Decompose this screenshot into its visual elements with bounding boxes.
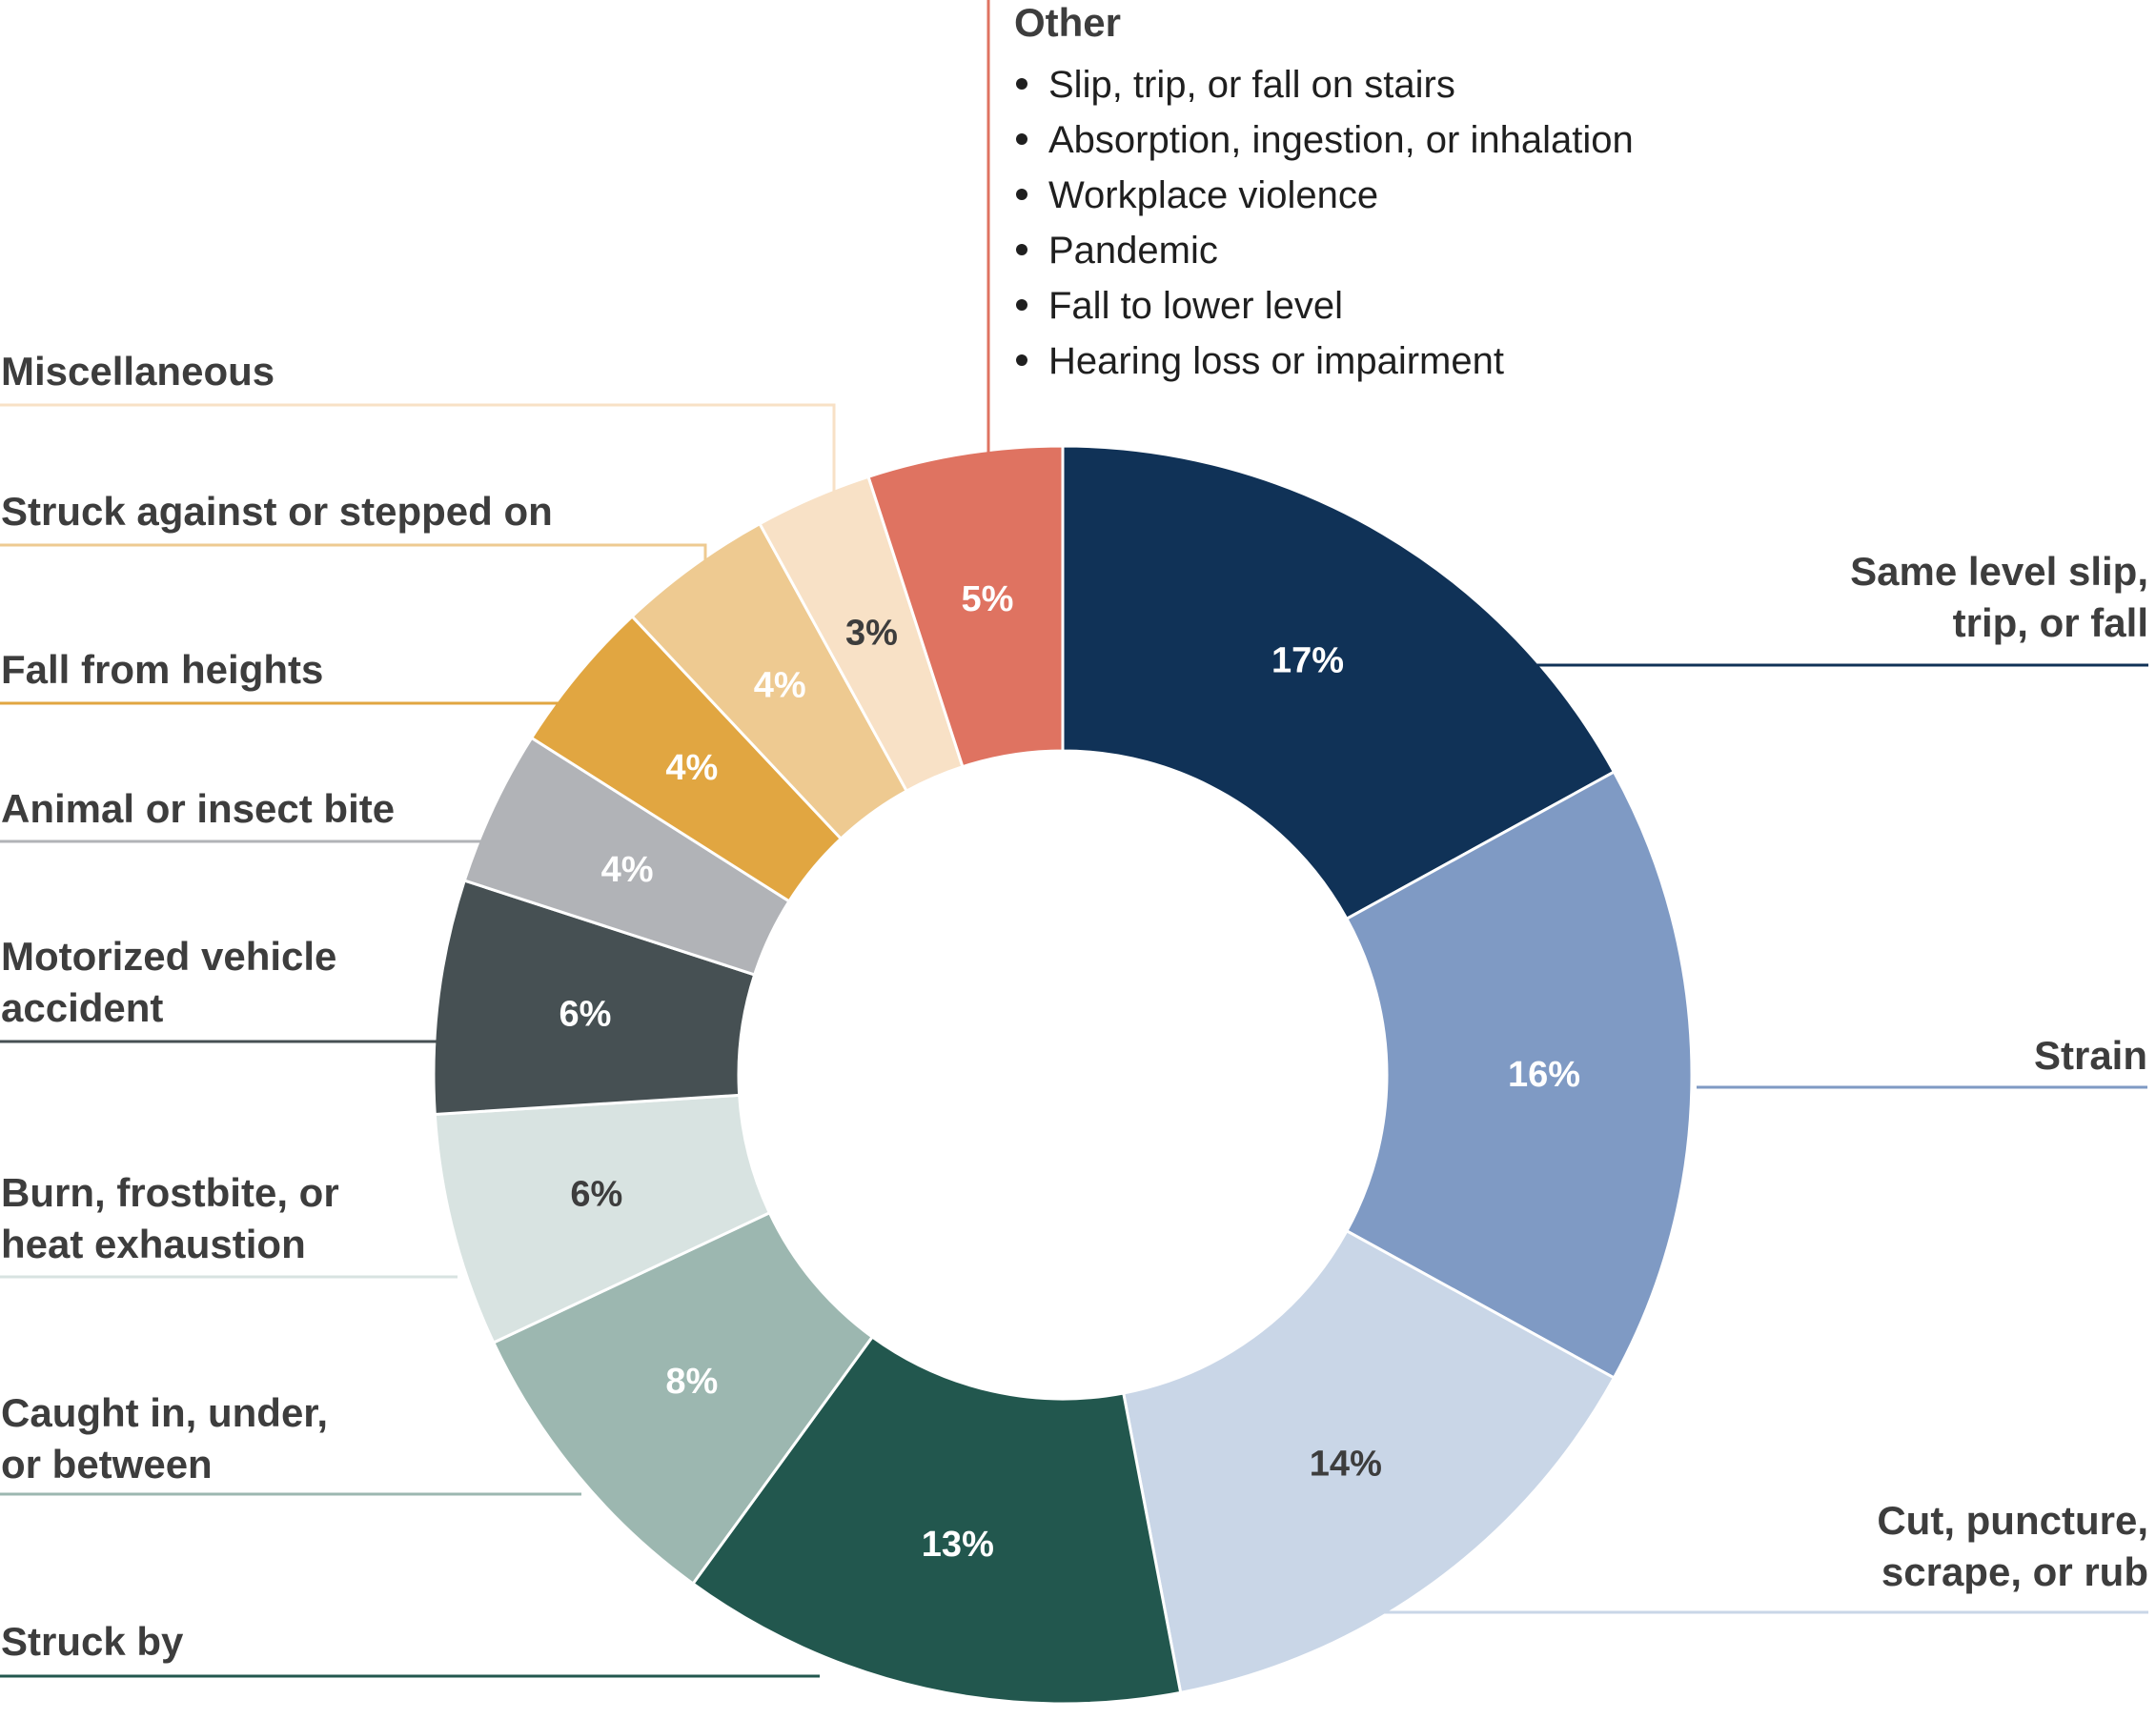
other-item-absorption-ingestion-or-inhalation: Absorption, ingestion, or inhalation [1048,119,1634,161]
leader-struck-against-or-stepped-on [0,543,707,579]
slice-strain [1344,770,1694,1380]
bullet-icon [1016,299,1027,311]
label-other: Other [1014,0,1121,45]
pct-label-same-level-slip-trip-or-fall: 17% [1271,640,1344,680]
label-motorized-vehicle-accident: Motorized vehicle accident [1,934,336,1030]
slice-struck-by [690,1334,1183,1706]
category-labels: Same level slip, trip, or fall Strain Cut, … [1,0,2148,1664]
pct-label-burn-frostbite-or-heat-exhaustion: 6% [570,1175,622,1215]
slice-cut-puncture-scrape-or-rub [1121,1228,1617,1695]
pct-label-fall-from-heights: 4% [665,748,718,788]
bullet-icon [1016,133,1027,145]
leader-miscellaneous [0,403,836,499]
pct-label-other: 5% [962,579,1014,619]
label-animal-or-insect-bite: Animal or insect bite [1,786,395,831]
pct-label-struck-against-or-stepped-on: 4% [754,665,806,705]
pct-label-animal-or-insect-bite: 4% [601,850,654,890]
pct-label-cut-puncture-scrape-or-rub: 14% [1310,1445,1382,1485]
percent-labels: 17% 16% 14% 13% 8% 6% 6% 4% 4% 4% 3% 5% [559,579,1581,1565]
label-caught-in-under-or-between: Caught in, under, or between [1,1390,328,1486]
other-item-fall-to-lower-level: Fall to lower level [1048,285,1343,327]
pct-label-strain: 16% [1508,1055,1580,1095]
bullet-icon [1016,244,1027,255]
label-burn-frostbite-or-heat-exhaustion: Burn, frostbite, or heat exhaustion [1,1170,339,1266]
label-same-level-slip-trip-or-fall: Same level slip, trip, or fall [1850,549,2148,645]
slice-same-level-slip-trip-or-fall [1061,444,1617,921]
donut-slices [432,444,1694,1706]
leader-lines [0,0,2148,1678]
other-item-hearing-loss-or-impairment: Hearing loss or impairment [1048,340,1504,382]
pct-label-motorized-vehicle-accident: 6% [559,995,612,1035]
other-item-slip-trip-or-fall-on-stairs: Slip, trip, or fall on stairs [1048,64,1455,106]
other-item-pandemic: Pandemic [1048,230,1218,272]
bullet-icon [1016,78,1027,90]
label-fall-from-heights: Fall from heights [1,647,323,692]
pct-label-miscellaneous: 3% [845,614,898,654]
pct-label-struck-by: 13% [922,1525,994,1565]
label-struck-against-or-stepped-on: Struck against or stepped on [1,489,553,534]
other-breakdown-list: Slip, trip, or fall on stairs Absorption,… [1016,64,1634,382]
bullet-icon [1016,189,1027,200]
slice-other [866,444,1065,769]
label-miscellaneous: Miscellaneous [1,349,275,394]
label-cut-puncture-scrape-or-rub: Cut, puncture, scrape, or rub [1877,1498,2148,1594]
bullet-icon [1016,354,1027,366]
pct-label-caught-in-under-or-between: 8% [665,1362,718,1402]
label-strain: Strain [2034,1033,2147,1078]
label-struck-by: Struck by [1,1619,184,1664]
other-item-workplace-violence: Workplace violence [1048,174,1378,216]
